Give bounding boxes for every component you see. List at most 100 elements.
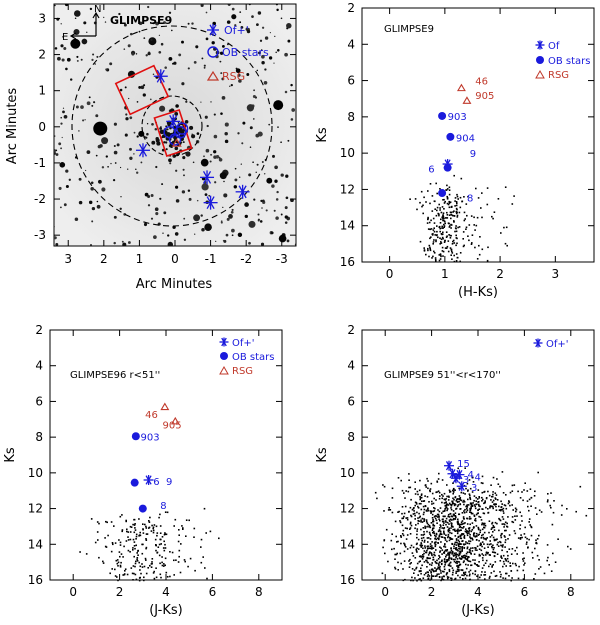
field-star-point <box>150 566 153 568</box>
field-star-point <box>148 520 150 522</box>
field-star-point <box>512 562 514 565</box>
field-star-point <box>442 510 444 513</box>
field-star-point <box>451 258 453 260</box>
field-star <box>273 62 275 64</box>
field-star-point <box>478 508 481 510</box>
field-star-point <box>433 227 435 229</box>
field-star-point <box>406 534 409 536</box>
field-star <box>234 24 237 27</box>
field-star-point <box>145 538 147 540</box>
field-star-point <box>466 214 468 217</box>
field-star-point <box>448 570 451 573</box>
field-star-point <box>431 548 433 550</box>
field-star-point <box>499 560 502 562</box>
field-star-point <box>419 578 421 580</box>
field-star-point <box>446 197 449 199</box>
field-star-point <box>481 571 483 573</box>
field-star-point <box>424 495 426 497</box>
field-star-point <box>131 572 134 575</box>
field-star-point <box>515 510 517 513</box>
field-star-point <box>483 564 485 567</box>
field-star-point <box>443 530 445 533</box>
field-star-point <box>485 554 487 556</box>
field-star-point <box>449 513 452 515</box>
field-star-point <box>422 534 425 536</box>
field-star-point <box>538 559 540 561</box>
field-star <box>263 173 266 175</box>
field-star-point <box>116 576 118 578</box>
panel-2-title: GLIMPSE9 <box>384 24 434 35</box>
field-star-point <box>466 547 469 550</box>
field-star-point <box>445 534 447 536</box>
x-tick-label: 6 <box>209 585 217 599</box>
field-star-point <box>406 518 409 521</box>
field-star-point <box>462 533 465 535</box>
field-star-point <box>529 488 532 490</box>
field-star-point <box>482 533 484 536</box>
field-star-point <box>432 575 435 577</box>
field-star-point <box>427 545 429 547</box>
field-star-point <box>463 196 465 198</box>
field-star-point <box>166 511 169 514</box>
field-star-point <box>455 538 458 540</box>
field-star-point <box>125 540 128 542</box>
field-star-point <box>462 245 465 248</box>
field-star-point <box>458 211 461 214</box>
field-star-point <box>466 557 469 559</box>
field-star-point <box>382 484 384 486</box>
field-star-point <box>424 484 427 487</box>
panel-3-legend-of-icon <box>219 337 229 347</box>
ob-star-marker <box>138 504 147 513</box>
field-star <box>55 242 59 246</box>
field-star <box>237 73 241 77</box>
field-star <box>239 11 242 13</box>
field-star-point <box>432 531 434 534</box>
y-tick-label: 16 <box>28 573 43 587</box>
field-star-point <box>476 498 479 500</box>
field-star <box>280 141 282 144</box>
field-star-point <box>454 489 456 491</box>
field-star-point <box>205 532 207 534</box>
field-star-point <box>411 552 414 554</box>
field-star-point <box>422 505 425 508</box>
field-star-point <box>193 536 195 538</box>
field-star-point <box>454 205 456 207</box>
field-star-point <box>382 546 384 549</box>
field-star-point <box>450 527 452 529</box>
field-star-point <box>412 579 414 582</box>
field-star-point <box>505 559 507 561</box>
field-star-point <box>463 574 465 577</box>
field-star-point <box>447 240 450 242</box>
field-star-point <box>429 551 431 553</box>
field-star-point <box>448 539 451 542</box>
field-star-point <box>137 550 139 552</box>
field-star-point <box>471 234 474 236</box>
field-star-point <box>457 574 459 577</box>
of-star-marker <box>166 114 181 129</box>
field-star <box>74 10 81 17</box>
field-star-point <box>438 573 440 575</box>
ob-star-marker <box>438 189 447 198</box>
field-star <box>118 12 121 16</box>
field-star-point <box>540 511 543 513</box>
field-star-point <box>425 201 427 203</box>
field-star-point <box>523 564 525 566</box>
field-star-point <box>469 487 472 490</box>
field-star <box>65 67 68 71</box>
field-star <box>65 184 69 189</box>
of-star-marker <box>143 475 154 485</box>
field-star-point <box>465 226 468 229</box>
field-star-point <box>438 537 440 539</box>
field-star-point <box>489 540 491 542</box>
field-star <box>145 136 148 139</box>
field-star <box>62 107 65 109</box>
field-star-point <box>425 253 427 256</box>
field-star-point <box>436 234 438 236</box>
field-star-point <box>469 497 471 499</box>
field-star-point <box>444 501 447 504</box>
field-star-point <box>468 518 471 520</box>
field-star-point <box>433 222 436 224</box>
field-star-point <box>409 558 411 561</box>
cluster-star <box>163 141 166 144</box>
field-star-point <box>421 539 423 542</box>
